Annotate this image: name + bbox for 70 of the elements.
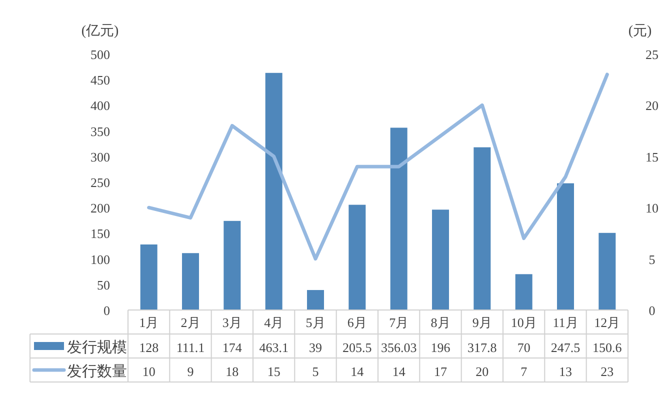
y2-tick-label: 15 xyxy=(646,149,658,164)
bar xyxy=(265,72,282,310)
x-tick-label: 12月 xyxy=(594,315,620,330)
y-tick-label: 350 xyxy=(90,124,110,139)
x-tick-label: 4月 xyxy=(264,315,284,330)
data-label: 196 xyxy=(430,340,451,355)
y-tick-label: 50 xyxy=(97,277,110,292)
y-axis-title: (亿元) xyxy=(81,23,119,39)
y-tick-label: 250 xyxy=(90,175,110,190)
data-label: 13 xyxy=(559,364,572,379)
x-tick-label: 3月 xyxy=(222,315,242,330)
bar xyxy=(224,220,241,310)
bar xyxy=(432,210,449,310)
bar xyxy=(182,253,199,310)
data-label: 20 xyxy=(476,364,489,379)
legend-label: 发行数量 xyxy=(67,364,127,380)
x-tick-label: 6月 xyxy=(347,315,367,330)
data-label: 18 xyxy=(226,364,239,379)
bar xyxy=(390,128,408,310)
data-label: 70 xyxy=(517,340,530,355)
y2-axis-title: (元) xyxy=(628,24,652,39)
bar xyxy=(474,147,491,310)
y-tick-label: 0 xyxy=(104,303,110,318)
data-label: 463.1 xyxy=(259,340,288,355)
x-tick-label: 11月 xyxy=(552,315,578,330)
data-label: 9 xyxy=(187,364,194,379)
y-tick-label: 100 xyxy=(90,252,110,267)
data-label: 356.03 xyxy=(380,340,417,355)
data-label: 10 xyxy=(142,364,156,379)
data-label: 39 xyxy=(309,340,322,355)
bar xyxy=(140,244,158,310)
y-tick-label: 500 xyxy=(90,47,110,62)
y2-tick-label: 5 xyxy=(648,252,656,267)
y-tick-label: 200 xyxy=(90,200,110,216)
x-tick-label: 9月 xyxy=(472,315,492,330)
data-label: 205.5 xyxy=(342,340,372,355)
data-label: 150.6 xyxy=(592,340,622,355)
data-label: 14 xyxy=(350,364,364,379)
x-tick-label: 2月 xyxy=(180,315,200,330)
x-tick-label: 1月 xyxy=(139,315,159,330)
data-label: 23 xyxy=(600,364,614,379)
data-label: 247.5 xyxy=(550,340,580,355)
y-tick-label: 300 xyxy=(90,149,110,164)
y2-tick-label: 20 xyxy=(646,98,658,114)
y-tick-label: 400 xyxy=(90,98,110,114)
y-tick-label: 450 xyxy=(90,72,110,88)
data-label: 128 xyxy=(139,340,159,355)
y-tick-label: 150 xyxy=(90,226,110,242)
bar xyxy=(557,183,574,310)
data-label: 7 xyxy=(520,364,528,379)
y2-tick-label: 0 xyxy=(648,303,656,318)
line-series xyxy=(147,72,609,261)
data-label: 14 xyxy=(392,364,406,379)
y2-tick-label: 25 xyxy=(646,47,658,62)
data-label: 5 xyxy=(312,364,319,379)
data-label: 15 xyxy=(267,364,280,379)
data-label: 17 xyxy=(434,364,448,379)
data-label: 174 xyxy=(222,340,242,355)
bar xyxy=(348,204,366,310)
x-tick-label: 5月 xyxy=(306,315,326,330)
bar xyxy=(598,232,616,310)
y2-tick-label: 10 xyxy=(646,200,658,216)
x-tick-label: 8月 xyxy=(430,315,450,330)
data-label: 111.1 xyxy=(176,340,205,355)
bar xyxy=(515,274,532,310)
x-tick-label: 10月 xyxy=(510,315,537,330)
bar xyxy=(307,290,324,310)
x-tick-label: 7月 xyxy=(389,315,409,330)
data-label: 317.8 xyxy=(468,340,497,355)
legend-label: 发行规模 xyxy=(67,339,127,356)
